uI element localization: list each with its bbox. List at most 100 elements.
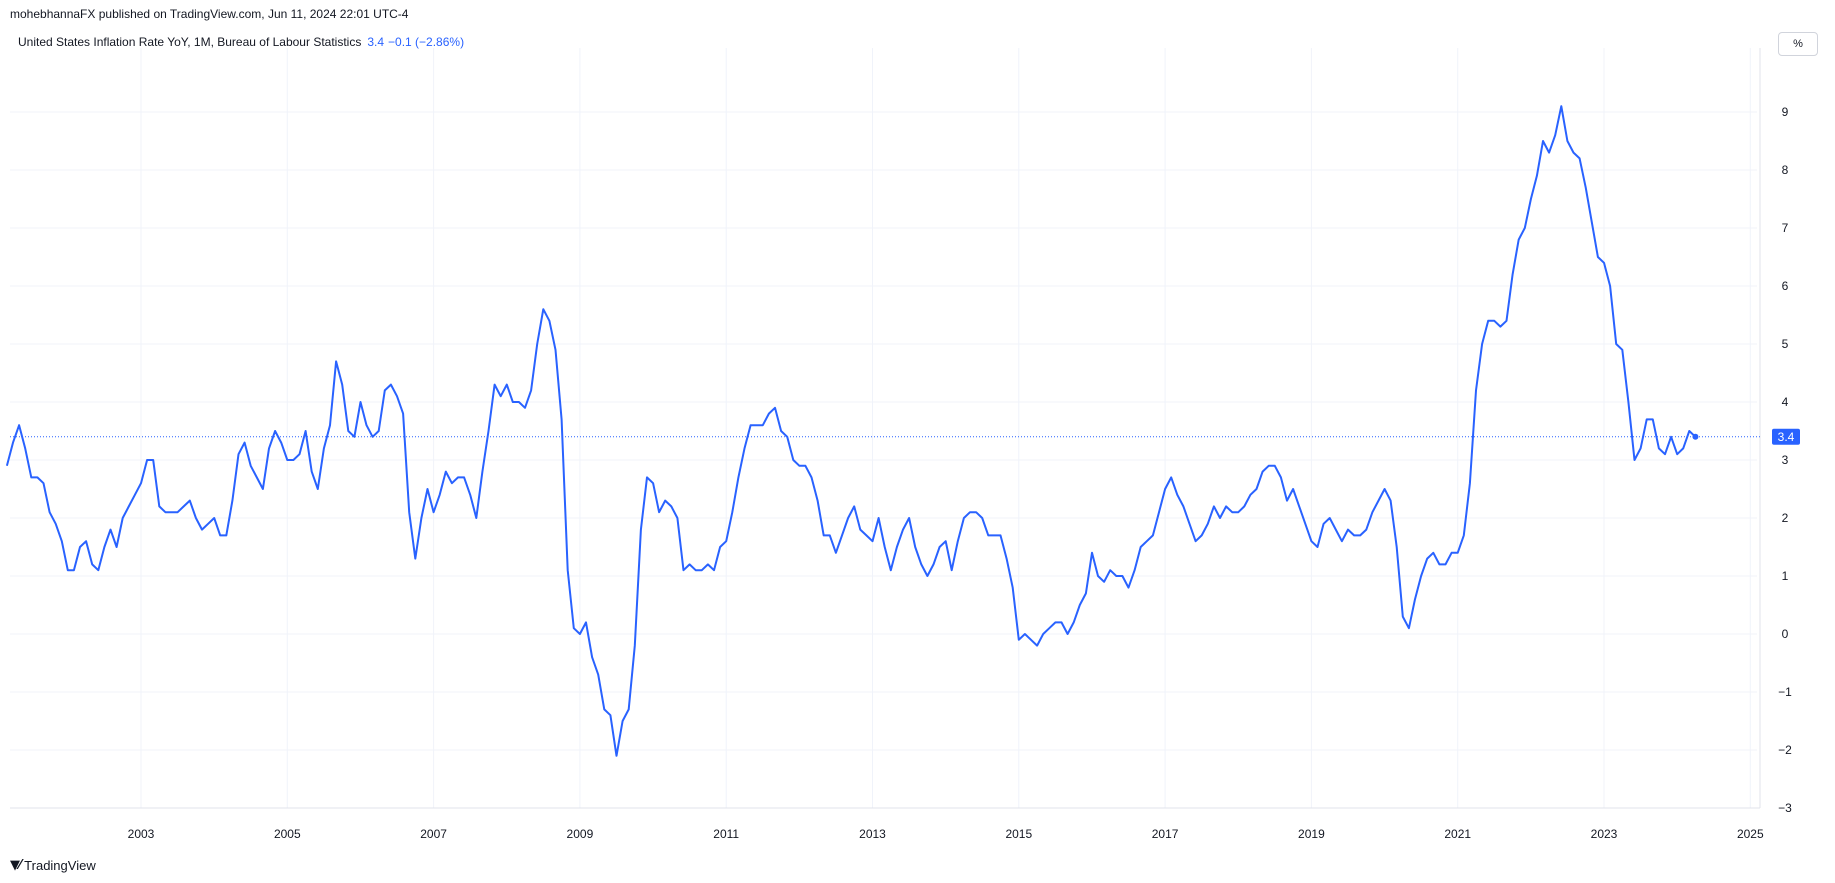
series-point: [73, 569, 75, 571]
series-point: [1451, 552, 1453, 554]
series-point: [1481, 343, 1483, 345]
series-point: [1359, 534, 1361, 536]
series-point: [1310, 540, 1312, 542]
series-point: [1554, 134, 1556, 136]
tradingview-logo-icon: ▼⁄: [10, 858, 21, 873]
series-point: [945, 540, 947, 542]
series-point: [737, 476, 739, 478]
x-tick-label: 2011: [713, 827, 739, 841]
y-tick-label: 2: [1782, 511, 1789, 525]
series-point: [664, 500, 666, 502]
series-point: [957, 540, 959, 542]
series-point: [110, 529, 112, 531]
series-point: [701, 569, 703, 571]
series-point: [420, 517, 422, 519]
series-point: [756, 424, 758, 426]
series-point: [597, 674, 599, 676]
series-legend[interactable]: United States Inflation Rate YoY, 1M, Bu…: [18, 35, 464, 49]
y-tick-label: 0: [1782, 627, 1789, 641]
series-point: [792, 459, 794, 461]
series-point: [140, 482, 142, 484]
series-point: [262, 488, 264, 490]
series-point: [213, 517, 215, 519]
series-point: [1438, 563, 1440, 565]
series-point: [695, 569, 697, 571]
series-point: [128, 505, 130, 507]
series-point: [676, 517, 678, 519]
series-point: [1475, 389, 1477, 391]
series-point: [1012, 587, 1014, 589]
series-point: [1097, 575, 1099, 577]
series-point: [1213, 505, 1215, 507]
series-point: [1274, 465, 1276, 467]
series-point: [1201, 534, 1203, 536]
series-point: [1353, 534, 1355, 536]
series-point: [91, 563, 93, 565]
series-point: [469, 494, 471, 496]
series-point: [103, 546, 105, 548]
series-point: [981, 517, 983, 519]
series-point: [567, 569, 569, 571]
series-point: [774, 407, 776, 409]
series-point: [591, 656, 593, 658]
series-point: [1658, 447, 1660, 449]
x-axis[interactable]: 2003 2005 2007 2009 2011 2013 2015 2017 2019 2021…: [128, 827, 1764, 841]
series-point: [353, 436, 355, 438]
series-point: [1646, 418, 1648, 420]
x-tick-label: 2007: [420, 827, 447, 841]
series-point: [811, 476, 813, 478]
series-point: [1262, 471, 1264, 473]
series-point: [1621, 349, 1623, 351]
footer-branding[interactable]: ▼⁄ TradingView: [10, 858, 96, 873]
series-point: [323, 447, 325, 449]
percent-scale-button[interactable]: %: [1778, 32, 1818, 56]
y-axis[interactable]: 9 8 7 6 5 4 3 2 1 0 −1 −2 −3: [1778, 105, 1792, 815]
series-point: [902, 529, 904, 531]
x-tick-label: 2019: [1298, 827, 1325, 841]
series-point: [158, 505, 160, 507]
series-point: [1426, 558, 1428, 560]
series-point: [872, 540, 874, 542]
series-point: [494, 384, 496, 386]
series-point: [963, 517, 965, 519]
series-point: [548, 320, 550, 322]
series-point: [1024, 633, 1026, 635]
series-point: [1030, 639, 1032, 641]
series-point: [341, 384, 343, 386]
series-point: [244, 442, 246, 444]
series-point: [1304, 523, 1306, 525]
series-point: [1256, 488, 1258, 490]
series-point: [1652, 418, 1654, 420]
series-point: [372, 436, 374, 438]
series-point: [299, 453, 301, 455]
legend-last-value: 3.4: [367, 35, 385, 49]
series-point: [1079, 604, 1081, 606]
series-point: [1688, 430, 1690, 432]
series-point: [1445, 563, 1447, 565]
series-point: [1512, 273, 1514, 275]
series-point: [713, 569, 715, 571]
series-point: [12, 442, 14, 444]
series-point: [1036, 645, 1038, 647]
series-point: [512, 401, 514, 403]
series-point: [1469, 482, 1471, 484]
series-point: [79, 546, 81, 548]
series-point: [896, 546, 898, 548]
series-point: [1048, 627, 1050, 629]
series-point: [603, 708, 605, 710]
series-point: [1676, 453, 1678, 455]
series-point: [1329, 517, 1331, 519]
series-point: [1152, 534, 1154, 536]
series-point: [969, 511, 971, 513]
series-point: [1640, 447, 1642, 449]
x-tick-label: 2023: [1591, 827, 1618, 841]
series-point: [933, 563, 935, 565]
series-point: [1402, 616, 1404, 618]
series-point: [926, 575, 928, 577]
y-tick-label: 1: [1782, 569, 1789, 583]
series-point: [1615, 343, 1617, 345]
series-point: [1548, 152, 1550, 154]
series-point: [1115, 575, 1117, 577]
series-point: [274, 430, 276, 432]
